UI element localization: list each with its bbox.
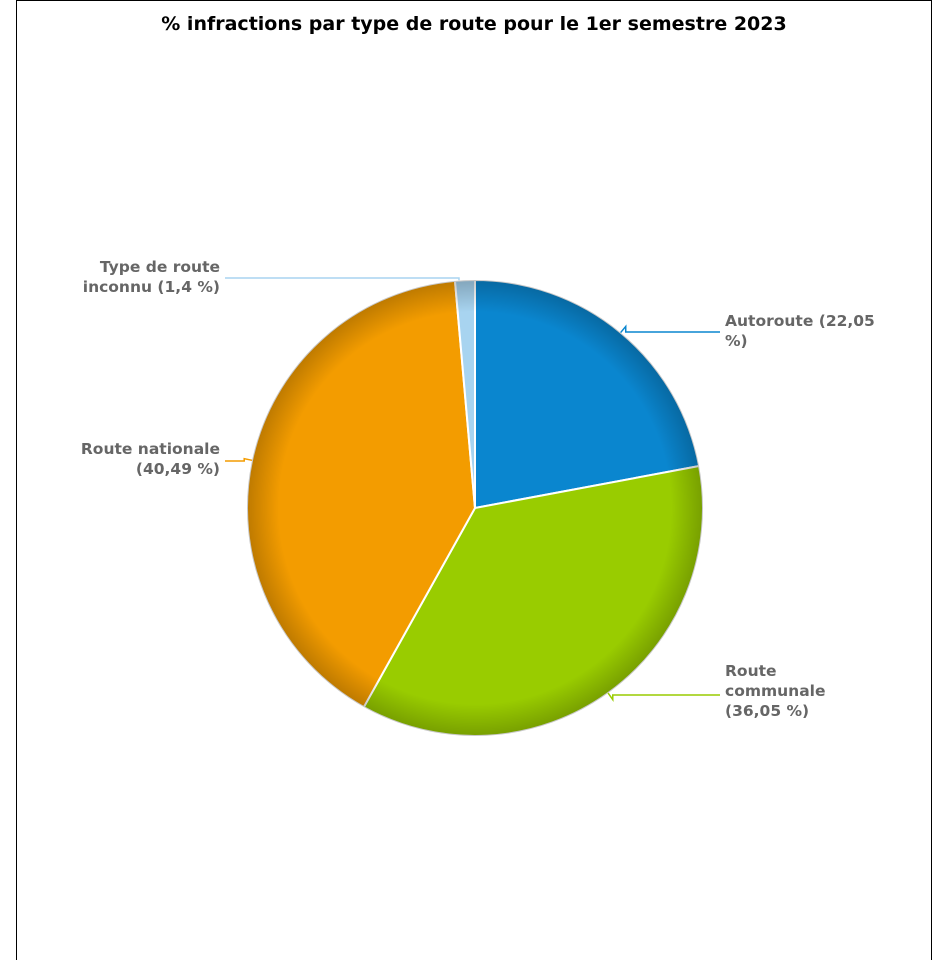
label-connector [620, 324, 720, 334]
slice-label-line: Type de route [100, 258, 220, 276]
label-connector [225, 457, 253, 462]
label-connector [225, 277, 460, 281]
label-connector [607, 692, 720, 702]
slice-label-line: (40,49 %) [136, 460, 220, 478]
slice-label-line: inconnu (1,4 %) [83, 278, 220, 296]
slice-label: Type de route inconnu (1,4 %) [83, 258, 220, 296]
slice-label: Route nationale (40,49 %) [81, 440, 220, 478]
slice-label-line: %) [725, 332, 748, 350]
slice-label: Autoroute (22,05%) [725, 312, 875, 350]
pie-shading [247, 280, 703, 736]
slice-label: Route communale (36,05 %) [725, 662, 826, 720]
slice-label-line: Route nationale [81, 440, 220, 458]
slice-label-line: Autoroute (22,05 [725, 312, 875, 330]
slice-label-line: (36,05 %) [725, 702, 809, 720]
chart-title: % infractions par type de route pour le … [161, 13, 787, 35]
slice-label-line: communale [725, 682, 826, 700]
slice-label-line: Route [725, 662, 777, 680]
